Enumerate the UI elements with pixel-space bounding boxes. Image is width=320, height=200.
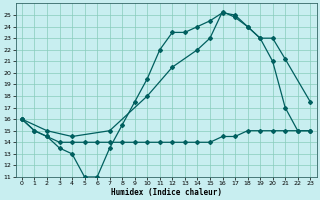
X-axis label: Humidex (Indice chaleur): Humidex (Indice chaleur) xyxy=(111,188,221,197)
